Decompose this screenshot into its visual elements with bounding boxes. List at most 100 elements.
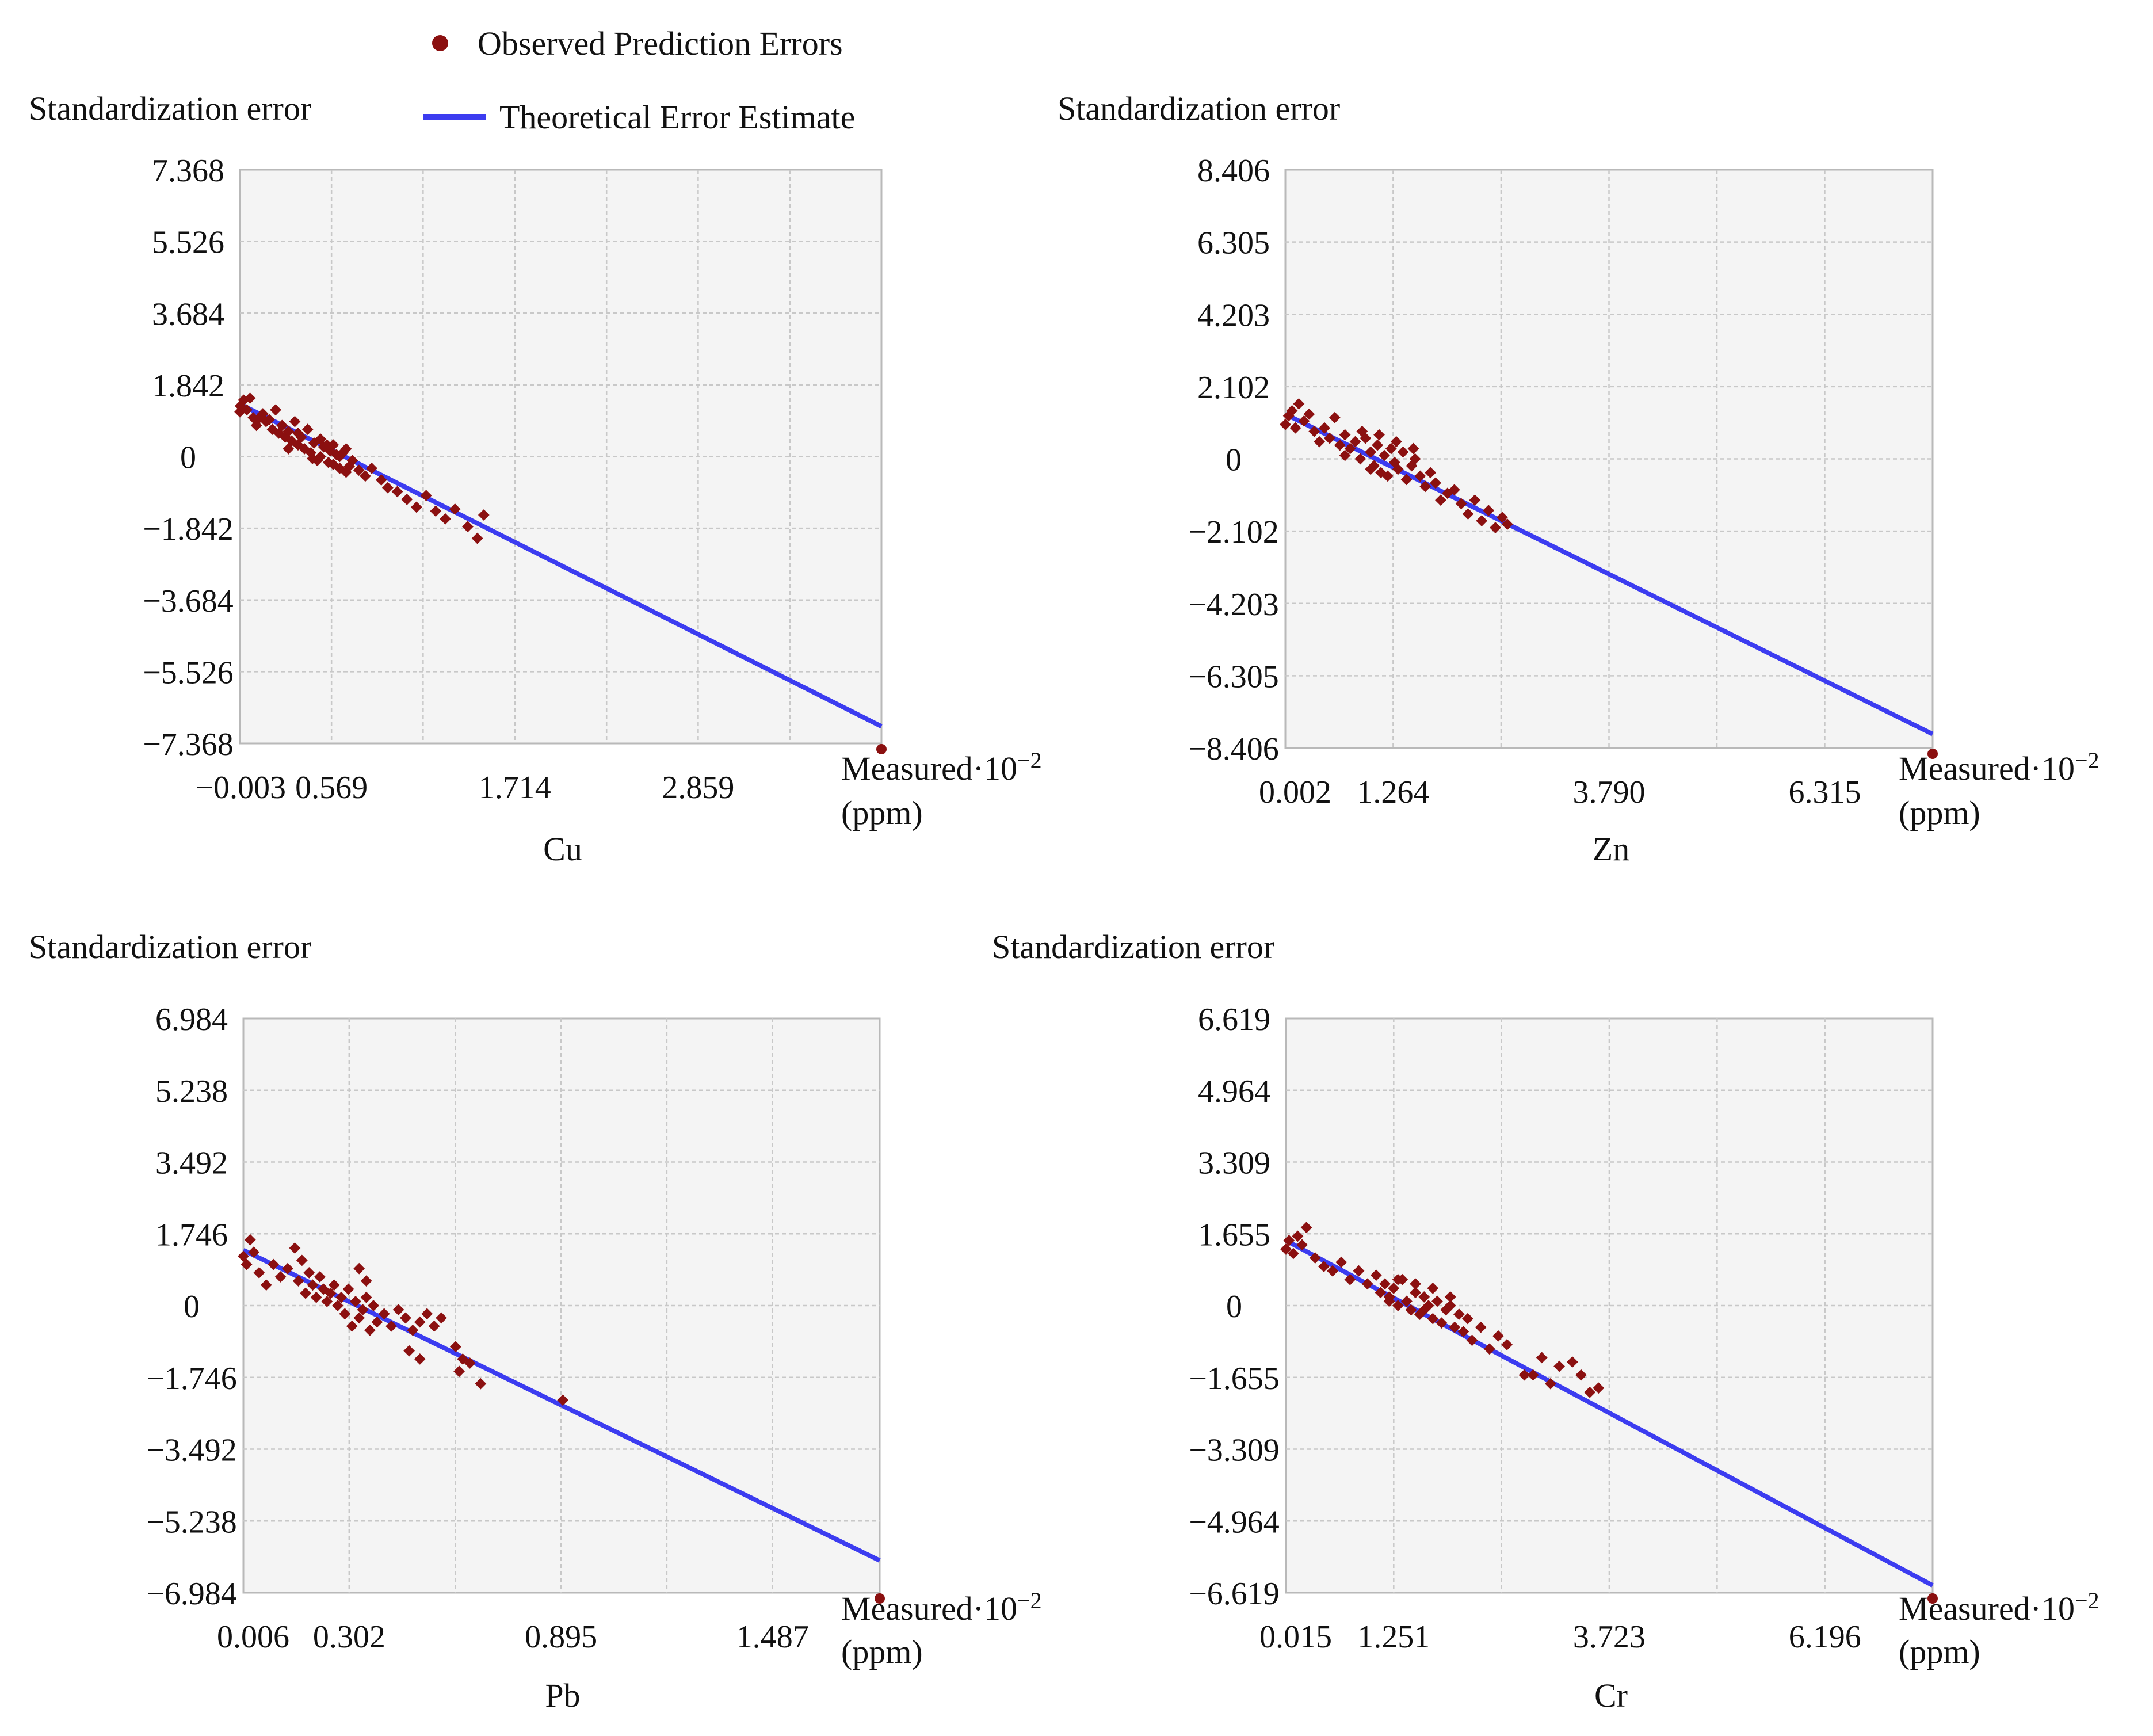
x-tick-label: 1.251 xyxy=(1357,1619,1430,1655)
observed-point xyxy=(385,1320,397,1332)
observed-point xyxy=(1298,415,1310,427)
observed-point xyxy=(260,1279,272,1291)
y-axis-title: Standardization error xyxy=(992,928,1274,966)
y-axis-title: Standardization error xyxy=(29,928,311,966)
observed-point xyxy=(1397,446,1409,458)
observed-point xyxy=(1553,1360,1565,1372)
observed-points xyxy=(1280,1222,1938,1604)
x-axis-title: Measured·10−2 xyxy=(841,1588,1042,1627)
observed-point xyxy=(1339,429,1351,441)
x-tick-labels: −0.003 0.569 1.714 2.859 xyxy=(195,770,734,806)
x-tick-label: 3.790 xyxy=(1573,774,1646,810)
observed-point xyxy=(360,1275,372,1287)
y-tick-label: −6.305 xyxy=(1188,659,1279,695)
x-axis-title: Measured·10−2 xyxy=(1899,1588,2099,1627)
legend-points-marker xyxy=(432,35,448,51)
observed-point xyxy=(1361,1278,1373,1290)
element-label: Zn xyxy=(1593,830,1629,868)
observed-point xyxy=(414,1353,426,1365)
x-axis-title-unit: (ppm) xyxy=(841,794,923,831)
observed-point xyxy=(1344,1273,1356,1285)
observed-point xyxy=(1372,439,1383,451)
observed-point xyxy=(1327,1265,1338,1277)
observed-point xyxy=(264,414,275,426)
observed-point xyxy=(464,1357,476,1369)
observed-point xyxy=(478,509,490,521)
y-tick-label: 3.309 xyxy=(1198,1146,1270,1181)
observed-point xyxy=(282,1262,293,1275)
observed-point xyxy=(1407,442,1419,455)
y-tick-labels: 8.406 6.305 4.203 2.102 0 −2.102 −4.203 −6.305 −… xyxy=(1188,153,1279,767)
y-tick-label: −5.526 xyxy=(143,655,234,690)
grid xyxy=(1285,170,1933,748)
y-tick-label: −4.964 xyxy=(1189,1504,1280,1540)
observed-point xyxy=(301,423,314,436)
observed-point xyxy=(346,455,358,467)
observed-point xyxy=(1462,1313,1473,1325)
observed-point xyxy=(300,1287,311,1299)
observed-point xyxy=(371,1316,383,1328)
observed-point xyxy=(289,1242,301,1254)
observed-point xyxy=(1308,425,1320,437)
observed-point xyxy=(1427,1282,1439,1294)
observed-point xyxy=(1518,1369,1530,1381)
observed-point xyxy=(1414,470,1426,482)
observed-point xyxy=(400,1312,411,1324)
observed-point xyxy=(1314,436,1326,448)
observed-point xyxy=(1286,405,1298,417)
observed-point xyxy=(307,452,318,464)
observed-point xyxy=(1318,1261,1330,1273)
x-tick-label: 0.006 xyxy=(217,1619,289,1655)
observed-point xyxy=(557,1394,569,1406)
observed-point xyxy=(353,1312,365,1324)
observed-point xyxy=(401,494,413,505)
axis-end-point xyxy=(1927,749,1938,759)
observed-point xyxy=(403,1345,415,1357)
y-tick-label: 0 xyxy=(180,440,196,476)
y-tick-labels: 6.619 4.964 3.309 1.655 0 −1.655 −3.309 −4.964 −… xyxy=(1189,1002,1280,1612)
observed-point xyxy=(436,1312,447,1324)
axis-end-point xyxy=(875,1593,885,1604)
observed-point xyxy=(315,433,326,445)
observed-point xyxy=(1490,522,1501,533)
theoretical-error-line xyxy=(1284,412,1934,737)
observed-point xyxy=(1449,1321,1461,1333)
observed-point xyxy=(475,1378,487,1390)
x-tick-label: 3.723 xyxy=(1573,1619,1646,1655)
y-tick-label: −6.984 xyxy=(146,1576,237,1612)
observed-point xyxy=(462,521,474,533)
observed-point xyxy=(241,1258,253,1270)
x-tick-label: 0.002 xyxy=(1259,774,1331,810)
x-axis-title-unit: (ppm) xyxy=(1899,794,1980,831)
observed-point xyxy=(303,1266,315,1279)
observed-point xyxy=(1280,1243,1292,1255)
observed-point xyxy=(307,1279,319,1291)
observed-point xyxy=(471,532,483,544)
observed-point xyxy=(364,1324,376,1336)
y-tick-label: 7.368 xyxy=(152,153,224,189)
observed-point xyxy=(1435,494,1446,506)
observed-point xyxy=(1501,1338,1513,1350)
grid xyxy=(1286,1018,1933,1593)
observed-point xyxy=(274,1271,287,1283)
observed-point xyxy=(1390,436,1402,448)
observed-point xyxy=(268,1258,280,1270)
observed-point xyxy=(411,501,422,513)
legend-points-label: Observed Prediction Errors xyxy=(478,25,843,62)
observed-points xyxy=(234,392,887,754)
theoretical-error-line xyxy=(239,402,883,728)
y-tick-label: 1.842 xyxy=(152,368,224,404)
observed-point xyxy=(1353,1265,1365,1277)
y-tick-label: −7.368 xyxy=(143,727,234,762)
y-tick-label: 5.526 xyxy=(152,225,224,261)
y-tick-label: −1.746 xyxy=(146,1361,237,1397)
observed-point xyxy=(1457,1326,1469,1338)
observed-point xyxy=(1335,1256,1347,1268)
x-axis-title-exponent: −2 xyxy=(1017,1588,1042,1613)
observed-point xyxy=(1293,398,1305,410)
y-tick-label: 4.203 xyxy=(1197,297,1270,333)
observed-point xyxy=(1289,422,1301,434)
observed-point xyxy=(1536,1352,1548,1364)
observed-point xyxy=(1388,1282,1400,1294)
